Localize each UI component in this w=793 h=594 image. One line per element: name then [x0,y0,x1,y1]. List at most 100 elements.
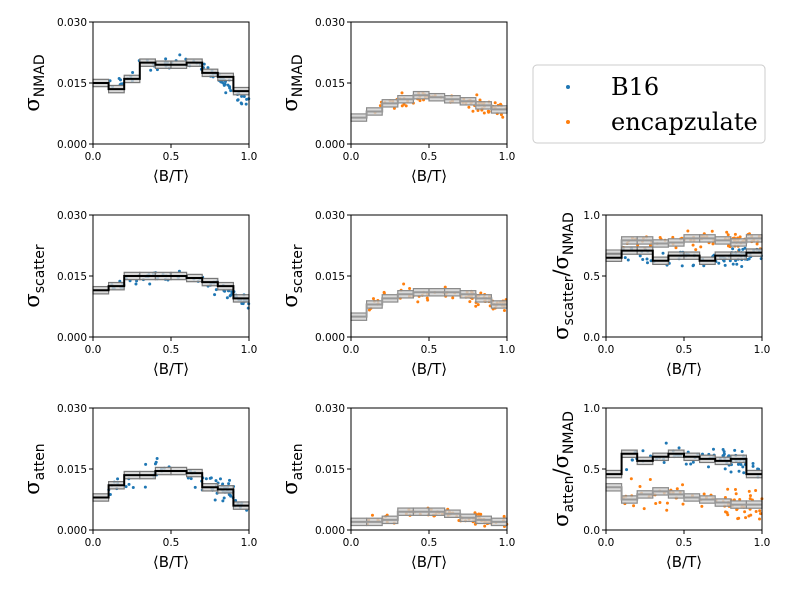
x-tick-label: 1.0 [499,344,516,356]
data-point [717,261,721,265]
data-point [124,485,128,489]
data-point [749,513,753,517]
data-point [662,461,666,465]
data-point [735,262,739,266]
data-point [735,508,739,512]
data-point [149,68,153,72]
data-point [213,498,217,502]
y-axis-label: σatten/σNMAD [549,411,577,527]
data-point [148,282,152,286]
data-point [164,57,168,61]
data-point [443,285,447,289]
x-tick-label: 0.5 [163,344,180,356]
encap-model-step-line [606,237,762,255]
data-point [224,91,228,95]
data-point [131,71,135,75]
axes-frame [605,407,763,531]
data-point [665,508,669,512]
y-tick-label: 0.000 [57,332,87,344]
data-point [143,485,147,489]
x-tick-label: 1.0 [499,151,516,163]
data-point [479,512,483,516]
data-point [675,487,679,491]
data-point [759,512,763,516]
data-point [474,304,478,308]
data-point [641,449,645,453]
data-point [758,509,762,513]
x-tick-label: 0.0 [343,151,360,163]
data-point [482,111,486,115]
data-point [625,468,629,472]
data-point [418,99,422,103]
data-point [648,244,652,248]
b16-model-step-line [93,61,249,93]
axes-frame [350,21,508,145]
data-point [229,494,233,498]
y-tick-label: 0.000 [57,525,87,537]
data-point [392,106,396,110]
data-point [658,500,662,504]
data-point [727,244,731,248]
x-tick-label: 1.0 [754,537,771,549]
data-point [221,499,225,503]
data-point [467,105,471,109]
y-tick-label: 1.0 [583,210,600,222]
data-point [202,62,206,66]
legend-label-encapzulate: encapzulate [611,108,758,136]
data-point [478,98,482,102]
data-point [134,282,138,286]
data-point [680,264,684,268]
data-point [473,511,477,515]
data-point [689,462,693,466]
data-point [240,102,244,106]
data-point [694,248,698,252]
data-point [728,259,732,263]
data-point [681,502,685,506]
data-point [724,510,728,514]
y-axis-label: σscatter [20,244,48,308]
x-tick-label: 0.5 [421,151,438,163]
data-point [684,462,688,466]
data-point [189,477,193,481]
x-tick-label: 0.5 [163,537,180,549]
x-tick-label: 0.5 [421,344,438,356]
data-point [691,263,695,267]
x-axis-label: ⟨B/T⟩ [666,553,702,571]
x-axis-label: ⟨B/T⟩ [153,553,189,571]
x-tick-label: 0.0 [85,151,102,163]
data-point [626,258,630,262]
encap-model-step-line [351,510,507,523]
data-point [738,235,742,239]
data-point [476,108,480,112]
x-tick-label: 0.5 [421,537,438,549]
y-tick-label: 0.030 [315,17,345,29]
y-tick-label: 0.015 [315,78,345,90]
b16-model-step-line [93,275,249,300]
y-tick-label: 0.015 [315,271,345,283]
data-point [378,104,382,108]
data-point [206,66,210,70]
data-point [632,504,636,508]
data-point [155,457,159,461]
panel-p12: 0.0 0.5 1.0 0.0 0.5 1.0 ⟨B/T⟩ σscatter/σNMAD [549,210,770,378]
data-point [737,248,741,252]
data-point [371,297,375,301]
b16-model-step-line [93,470,249,507]
data-point [240,94,244,98]
data-point [725,230,729,234]
y-tick-label: 0.030 [315,210,345,222]
legend: B16 encapzulate [532,64,766,144]
data-point [214,288,218,292]
data-point [382,290,386,294]
data-point [642,507,646,511]
panel-p00: 0.0 0.5 1.0 0.000 0.015 0.030 ⟨B/T⟩ σNMAD [20,17,257,185]
encap-model-step-line [351,94,507,119]
data-point [221,482,225,486]
y-tick-label: 0.030 [315,403,345,415]
data-point [501,115,505,119]
panel-p01: 0.0 0.5 1.0 0.000 0.015 0.030 ⟨B/T⟩ σNMAD [278,17,515,185]
data-point [116,477,120,481]
data-point [108,493,112,497]
data-point [736,462,740,466]
data-point [751,461,755,465]
